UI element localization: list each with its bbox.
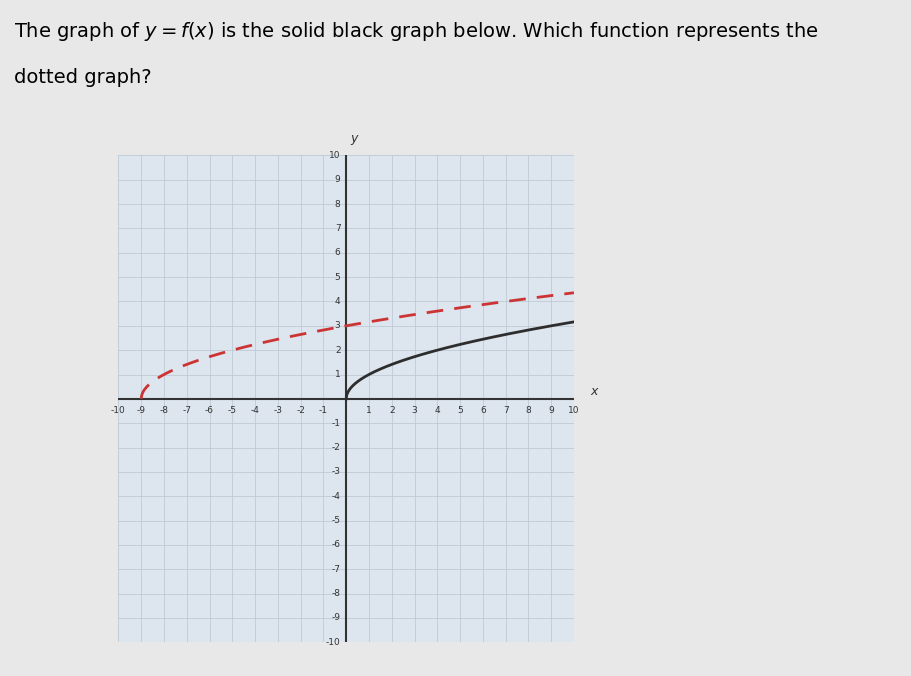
Text: 3: 3 — [334, 321, 341, 331]
Text: 8: 8 — [334, 199, 341, 209]
Text: -7: -7 — [332, 564, 341, 574]
Text: y: y — [351, 132, 358, 145]
Text: 2: 2 — [335, 345, 341, 355]
Text: -1: -1 — [319, 406, 328, 415]
Text: -3: -3 — [332, 467, 341, 477]
Text: 10: 10 — [329, 151, 341, 160]
Text: x: x — [590, 385, 598, 398]
Text: -2: -2 — [332, 443, 341, 452]
Text: 8: 8 — [526, 406, 531, 415]
Text: 7: 7 — [503, 406, 508, 415]
Text: 6: 6 — [334, 248, 341, 258]
Text: 4: 4 — [435, 406, 440, 415]
Text: -1: -1 — [332, 418, 341, 428]
Text: 9: 9 — [334, 175, 341, 185]
Text: 5: 5 — [334, 272, 341, 282]
Text: 9: 9 — [548, 406, 554, 415]
Text: -9: -9 — [137, 406, 146, 415]
Text: -4: -4 — [332, 491, 341, 501]
Text: -6: -6 — [332, 540, 341, 550]
Text: 6: 6 — [480, 406, 486, 415]
Text: 1: 1 — [366, 406, 372, 415]
Text: -6: -6 — [205, 406, 214, 415]
Text: 4: 4 — [335, 297, 341, 306]
Text: The graph of $y = f(x)$ is the solid black graph below. Which function represent: The graph of $y = f(x)$ is the solid bla… — [14, 20, 819, 43]
Text: -8: -8 — [159, 406, 169, 415]
Text: 3: 3 — [412, 406, 417, 415]
Text: -7: -7 — [182, 406, 191, 415]
Text: -2: -2 — [296, 406, 305, 415]
Text: -10: -10 — [326, 637, 341, 647]
Text: -5: -5 — [332, 516, 341, 525]
Text: -4: -4 — [251, 406, 260, 415]
Text: -9: -9 — [332, 613, 341, 623]
Text: -8: -8 — [332, 589, 341, 598]
Text: -5: -5 — [228, 406, 237, 415]
Text: 2: 2 — [389, 406, 394, 415]
Text: dotted graph?: dotted graph? — [14, 68, 151, 87]
Text: 10: 10 — [568, 406, 579, 415]
Text: 1: 1 — [334, 370, 341, 379]
Text: -3: -3 — [273, 406, 282, 415]
Text: 5: 5 — [457, 406, 463, 415]
Text: -10: -10 — [111, 406, 126, 415]
Text: 7: 7 — [334, 224, 341, 233]
